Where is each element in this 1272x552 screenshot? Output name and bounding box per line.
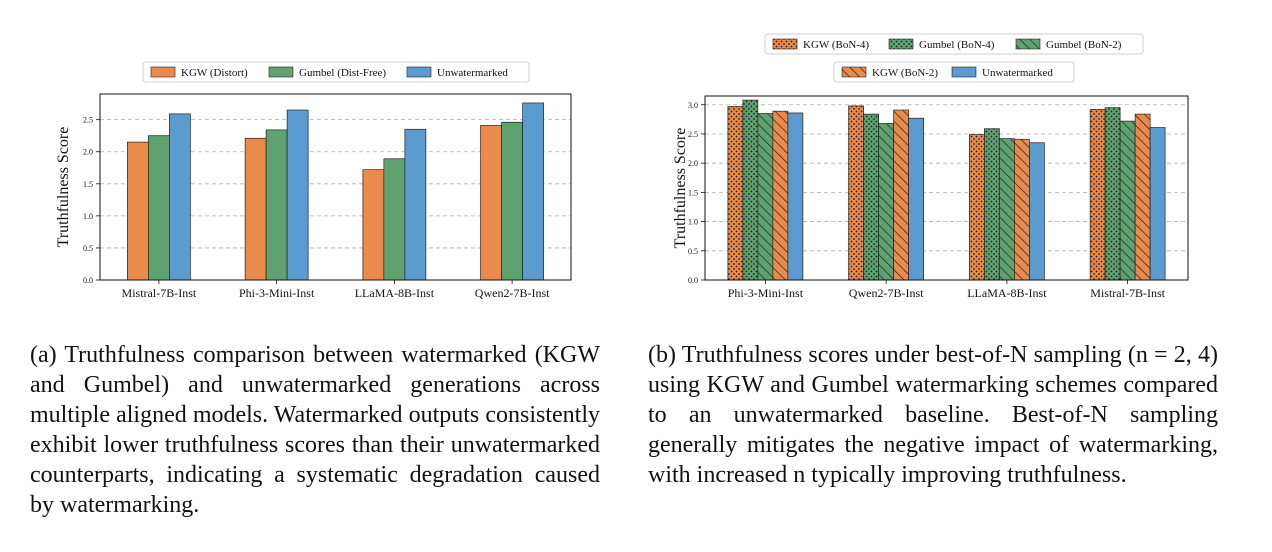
y-tick-label: 3.0 bbox=[688, 101, 698, 110]
x-tick-label: Qwen2-7B-Inst bbox=[849, 286, 924, 300]
x-tick-label: Mistral-7B-Inst bbox=[122, 286, 197, 300]
y-tick-label: 1.5 bbox=[83, 180, 93, 189]
bar-dot-pattern bbox=[1090, 109, 1106, 280]
legend-1: KGW (BoN-4) Gumbel (BoN-4) Gumbel (BoN-2) bbox=[764, 33, 1144, 55]
bar-hatch-pattern bbox=[1120, 121, 1136, 280]
legend-item-kgw-bon-4: KGW (BoN-4) bbox=[772, 38, 869, 51]
bar-hatch-pattern bbox=[999, 138, 1015, 280]
plot-frame bbox=[704, 95, 1189, 281]
legend-item-unwatermarked: Unwatermarked bbox=[951, 66, 1053, 79]
legend-2: KGW (BoN-2) Unwatermarked bbox=[833, 61, 1075, 83]
bar-kgw-distort-phi-3-mini-inst bbox=[244, 137, 267, 281]
legend-label: KGW (BoN-4) bbox=[803, 39, 869, 51]
legend-label: KGW (BoN-2) bbox=[872, 67, 938, 79]
bar-dot-pattern bbox=[848, 105, 864, 280]
bar-hatch-pattern bbox=[893, 110, 909, 281]
bar-gumbel-dist-free-phi-3-mini-inst bbox=[265, 129, 288, 281]
legend-label: Unwatermarked bbox=[982, 67, 1053, 79]
y-axis-label: Truthfulness Score bbox=[55, 127, 72, 248]
x-tick-label: LLaMA-8B-Inst bbox=[355, 286, 435, 300]
bar-gumbel-dist-free-qwen2-7b-inst bbox=[501, 121, 523, 281]
legend-swatch-dots bbox=[889, 39, 913, 49]
y-tick-label: 1.0 bbox=[83, 212, 93, 221]
y-axis-label: Truthfulness Score bbox=[672, 128, 689, 249]
legend-label: Gumbel (BoN-2) bbox=[1046, 39, 1122, 51]
bar-hatch-pattern bbox=[1135, 114, 1151, 280]
legend-label: Gumbel (Dist-Free) bbox=[299, 67, 386, 79]
legend-item-kgw-bon-2: KGW (BoN-2) bbox=[841, 66, 938, 79]
legend-1: KGW (Distort) Gumbel (Dist-Free) Unwaterma… bbox=[142, 61, 530, 83]
bar-hatch-pattern bbox=[757, 113, 773, 281]
legend-box bbox=[764, 33, 1144, 55]
bar-dot-pattern bbox=[1105, 107, 1121, 280]
legend-swatch bbox=[951, 66, 977, 78]
y-tick-label: 1.0 bbox=[688, 218, 698, 227]
chart-a: 0.0 0.5 1.0 1.5 2.0 2.5 Mistral-7B-Inst Phi-3-M… bbox=[55, 61, 572, 300]
x-tick-label: LLaMA-8B-Inst bbox=[967, 286, 1047, 300]
bar-dot-pattern bbox=[727, 106, 743, 280]
caption-b: (b) Truthfulness scores under best-of-N … bbox=[648, 342, 1218, 488]
x-tick-label: Phi-3-Mini-Inst bbox=[728, 286, 804, 300]
legend-label: KGW (Distort) bbox=[181, 67, 248, 79]
y-tick-label: 0.0 bbox=[688, 276, 698, 285]
y-tick-label: 0.5 bbox=[83, 244, 93, 253]
y-tick-label: 1.5 bbox=[688, 188, 698, 197]
legend-swatch bbox=[150, 66, 176, 78]
y-tick-label: 0.0 bbox=[83, 276, 93, 285]
bar-dot-pattern bbox=[984, 128, 1000, 280]
bar-unwatermarked-qwen2-7b-inst bbox=[908, 117, 924, 281]
y-tick-label: 2.5 bbox=[83, 116, 93, 125]
legend-label: Unwatermarked bbox=[437, 67, 508, 79]
legend-label: Gumbel (BoN-4) bbox=[919, 39, 995, 51]
bar-unwatermarked-llama-8b-inst bbox=[404, 128, 427, 281]
caption-a: (a) Truthfulness comparison between wate… bbox=[30, 342, 600, 518]
bar-kgw-distort-mistral-7b-inst bbox=[127, 141, 149, 281]
legend-swatch-dots bbox=[773, 39, 797, 49]
y-tick-label: 2.0 bbox=[83, 148, 93, 157]
legend-swatch bbox=[406, 66, 432, 78]
legend-item-gumbel-bon-4: Gumbel (BoN-4) bbox=[888, 38, 995, 51]
bar-hatch-pattern bbox=[878, 123, 894, 280]
legend-item-unwatermarked: Unwatermarked bbox=[406, 66, 508, 79]
bar-unwatermarked-mistral-7b-inst bbox=[169, 113, 191, 281]
figure-charts: 0.0 0.5 1.0 1.5 2.0 2.5 Mistral-7B-Inst Phi-3-M… bbox=[55, 33, 1189, 300]
bar-kgw-distort-qwen2-7b-inst bbox=[480, 125, 502, 281]
bar-unwatermarked-phi-3-mini-inst bbox=[286, 109, 309, 281]
bar-dot-pattern bbox=[969, 134, 985, 280]
legend-item-kgw-distort: KGW (Distort) bbox=[150, 66, 248, 79]
y-tick-label: 2.0 bbox=[688, 159, 698, 168]
bar-kgw-distort-llama-8b-inst bbox=[362, 169, 385, 281]
bar-hatch-pattern bbox=[772, 111, 788, 280]
x-tick-label: Mistral-7B-Inst bbox=[1090, 286, 1165, 300]
bar-dot-pattern bbox=[742, 100, 758, 280]
bar-gumbel-dist-free-mistral-7b-inst bbox=[148, 135, 170, 281]
legend-swatch bbox=[268, 66, 294, 78]
y-tick-label: 2.5 bbox=[688, 130, 698, 139]
chart-b: 0.0 0.5 1.0 1.5 2.0 2.5 3.0 Phi-3-Mini-Inst Qwen… bbox=[672, 33, 1189, 300]
bar-gumbel-dist-free-llama-8b-inst bbox=[383, 158, 406, 281]
bar-unwatermarked-llama-8b-inst bbox=[1029, 142, 1045, 281]
x-tick-label: Phi-3-Mini-Inst bbox=[239, 286, 315, 300]
legend-swatch-hatch bbox=[1016, 39, 1040, 49]
legend-swatch-hatch bbox=[842, 67, 866, 77]
y-tick-label: 0.5 bbox=[688, 247, 698, 256]
legend-item-gumbel-bon-2: Gumbel (BoN-2) bbox=[1015, 38, 1122, 51]
bar-unwatermarked-mistral-7b-inst bbox=[1149, 127, 1166, 281]
plot-frame bbox=[99, 93, 572, 281]
x-tick-label: Qwen2-7B-Inst bbox=[475, 286, 550, 300]
bar-hatch-pattern bbox=[1014, 139, 1030, 280]
legend-box bbox=[142, 61, 530, 83]
bar-unwatermarked-qwen2-7b-inst bbox=[522, 102, 544, 281]
bar-unwatermarked-phi-3-mini-inst bbox=[787, 112, 804, 281]
bar-dot-pattern bbox=[863, 114, 879, 280]
legend-item-gumbel-dist-free: Gumbel (Dist-Free) bbox=[268, 66, 386, 79]
